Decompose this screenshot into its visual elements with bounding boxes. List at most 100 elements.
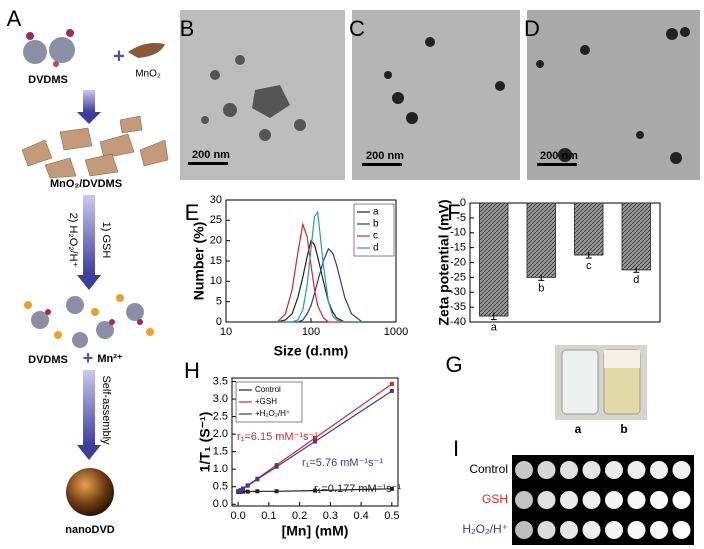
bar-label: d bbox=[633, 274, 639, 286]
phantom bbox=[650, 521, 668, 539]
dvdms-molecule bbox=[23, 29, 75, 67]
panel-label: A bbox=[7, 6, 22, 31]
phantom bbox=[560, 521, 578, 539]
phantom bbox=[605, 461, 623, 479]
legend-label: +H₂O₂/H⁺ bbox=[255, 409, 290, 418]
y-tick-label: 0.5 bbox=[213, 481, 228, 493]
y-tick-label: 5 bbox=[216, 296, 222, 308]
marker bbox=[274, 464, 279, 469]
scale-bar: 200 nm bbox=[540, 150, 578, 162]
label: Mn²⁺ bbox=[97, 353, 123, 365]
scale-bar: 200 nm bbox=[192, 149, 230, 161]
y-axis-title: Number (%) bbox=[191, 222, 207, 301]
phantom bbox=[537, 491, 556, 509]
x-tick-label: 0.3 bbox=[323, 510, 338, 522]
marker bbox=[274, 489, 279, 494]
scale-bar: 200 nm bbox=[366, 150, 404, 162]
legend-label: d bbox=[373, 243, 379, 254]
marker bbox=[313, 435, 317, 440]
y-tick-label: 0.0 bbox=[213, 498, 228, 510]
phantom bbox=[582, 461, 601, 479]
row-label: GSH bbox=[482, 492, 508, 506]
phantom bbox=[515, 521, 533, 539]
phantom bbox=[650, 461, 668, 479]
phantom bbox=[560, 461, 578, 479]
y-tick-label: 30 bbox=[210, 194, 222, 206]
photo: a b bbox=[555, 345, 647, 436]
row-label: H₂O₂/H⁺ bbox=[462, 522, 508, 536]
phantom bbox=[627, 521, 646, 539]
y-tick-label: 3.0 bbox=[213, 393, 228, 405]
x-axis-title: [Mn] (mM) bbox=[282, 523, 349, 539]
x-tick-label: 0.5 bbox=[384, 510, 399, 522]
arrow bbox=[77, 275, 101, 290]
y-tick-label: -15 bbox=[450, 242, 466, 254]
x-tick-label: 10 bbox=[220, 326, 232, 338]
marker bbox=[389, 486, 394, 491]
row-label: Control bbox=[469, 462, 508, 476]
panel-label: D bbox=[524, 16, 540, 41]
phantom bbox=[672, 521, 691, 539]
panel-label: G bbox=[445, 352, 462, 377]
phantom bbox=[605, 521, 623, 539]
bar-label: b bbox=[538, 282, 544, 294]
marker bbox=[389, 381, 394, 386]
y-tick-label: -20 bbox=[450, 256, 466, 268]
y-tick-label: 2.5 bbox=[213, 410, 228, 422]
bar-label: a bbox=[491, 322, 498, 334]
x-tick-label: 100 bbox=[302, 326, 320, 338]
panel-label: F bbox=[447, 200, 460, 225]
panel-label: B bbox=[180, 16, 195, 41]
phantom bbox=[515, 491, 533, 509]
y-tick-label: 1.0 bbox=[213, 463, 228, 475]
step: Self-assembly bbox=[100, 375, 112, 445]
molecules bbox=[24, 294, 154, 348]
y-tick-label: 15 bbox=[210, 255, 222, 267]
legend-label: b bbox=[373, 219, 379, 230]
y-tick-label: 20 bbox=[210, 235, 222, 247]
legend-box bbox=[353, 203, 395, 257]
sheets bbox=[21, 115, 169, 179]
x-tick-label: 0.4 bbox=[353, 510, 368, 522]
y-axis-title: 1/T₁ (S⁻¹) bbox=[197, 412, 213, 473]
marker bbox=[313, 488, 317, 493]
particles bbox=[201, 55, 306, 141]
arrow bbox=[77, 445, 101, 460]
marker bbox=[255, 477, 260, 482]
marker bbox=[245, 489, 250, 494]
bar bbox=[479, 202, 509, 317]
y-tick-label: -5 bbox=[456, 212, 466, 224]
plot-frame bbox=[231, 377, 399, 507]
label: DVDMS bbox=[28, 74, 68, 86]
arrow bbox=[83, 90, 95, 112]
marker bbox=[238, 488, 243, 493]
y-tick-label: -10 bbox=[450, 227, 466, 239]
step: 2) H₂O₂/H⁺ bbox=[67, 213, 79, 268]
marker bbox=[313, 439, 317, 444]
x-axis-title: Size (d.nm) bbox=[274, 343, 349, 359]
label: MnO₂ bbox=[135, 69, 161, 80]
annotation: r₁=0.177 mM⁻¹s⁻¹ bbox=[314, 483, 401, 495]
legend-label: +GSH bbox=[255, 397, 277, 406]
plus: + bbox=[113, 45, 125, 67]
label: b bbox=[620, 422, 627, 436]
bar bbox=[621, 202, 651, 271]
legend-label: a bbox=[373, 207, 379, 218]
marker bbox=[241, 489, 246, 494]
phantom bbox=[537, 521, 556, 539]
plus: + bbox=[83, 348, 94, 368]
marker bbox=[245, 483, 250, 488]
label: a bbox=[575, 422, 582, 436]
arrow bbox=[83, 195, 95, 275]
tem-images: 200 nm 200 nm 200 nm bbox=[180, 10, 700, 180]
x-tick-label: 0.1 bbox=[261, 510, 276, 522]
phantom bbox=[537, 461, 556, 479]
y-tick-label: -25 bbox=[450, 271, 466, 283]
y-tick-label: 1.5 bbox=[213, 446, 228, 458]
bar-label: c bbox=[586, 260, 592, 272]
panel-label: H bbox=[184, 358, 200, 383]
phantom bbox=[672, 491, 691, 509]
phantom bbox=[627, 491, 646, 509]
series-line bbox=[276, 222, 363, 323]
panel-label: C bbox=[349, 16, 365, 41]
